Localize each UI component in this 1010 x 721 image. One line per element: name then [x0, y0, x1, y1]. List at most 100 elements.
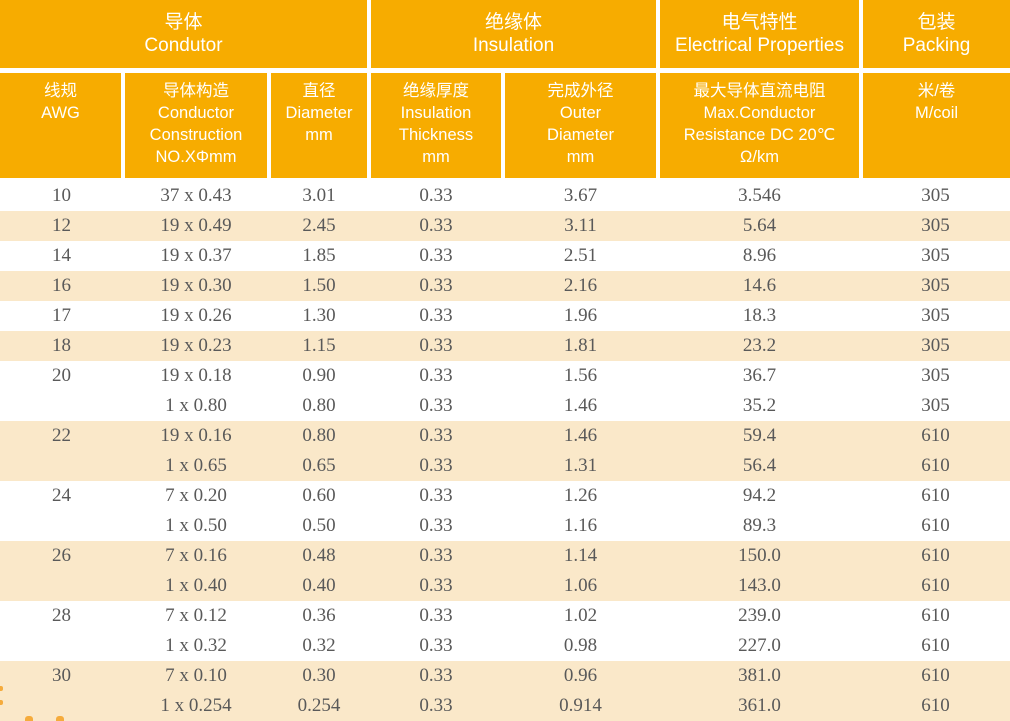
cell-resistance: 35.2: [742, 395, 777, 416]
cell-thickness: 0.33: [419, 275, 453, 296]
cell-outer: 3.11: [564, 215, 597, 236]
cell-outer: 0.98: [563, 635, 598, 656]
cell-diameter: 0.60: [302, 485, 336, 506]
cell-construction: 1 x 0.80: [165, 395, 227, 416]
cell-coil: 610: [921, 485, 950, 506]
column-header-coil: 米/卷 M/coil: [863, 73, 1010, 178]
table-row: 16 19 x 0.30 1.50 0.33 2.16 14.6 305: [0, 271, 1010, 301]
cell-diameter: 0.254: [297, 695, 341, 716]
cell-construction: 19 x 0.30: [160, 275, 232, 296]
header-group-label: Insulation: [472, 35, 555, 56]
cell-resistance: 8.96: [742, 245, 777, 266]
cell-construction: 7 x 0.12: [165, 605, 227, 626]
cell-construction: 19 x 0.49: [160, 215, 232, 236]
cell-resistance: 18.3: [742, 305, 777, 326]
header-group-label: Packing: [902, 35, 971, 56]
cell-resistance: 23.2: [742, 335, 777, 356]
cell-construction: 1 x 0.32: [165, 635, 227, 656]
column-header-line: 完成外径: [547, 82, 614, 100]
cell-awg: 22: [52, 425, 71, 446]
cell-coil: 305: [921, 335, 950, 356]
table-row: 1 x 0.80 0.80 0.33 1.46 35.2 305: [0, 391, 1010, 421]
table-row: 28 7 x 0.12 0.36 0.33 1.02 239.0 610: [0, 601, 1010, 631]
cell-coil: 610: [921, 425, 950, 446]
cell-construction: 19 x 0.23: [160, 335, 232, 356]
table-row: 20 19 x 0.18 0.90 0.33 1.56 36.7 305: [0, 361, 1010, 391]
cell-awg: 12: [52, 215, 71, 236]
table-row: 24 7 x 0.20 0.60 0.33 1.26 94.2 610: [0, 481, 1010, 511]
cell-diameter: 2.45: [302, 215, 336, 236]
cell-construction: 7 x 0.10: [165, 665, 227, 686]
table-row: 1 x 0.254 0.254 0.33 0.914 361.0 610: [0, 691, 1010, 721]
cell-resistance: 239.0: [738, 605, 781, 626]
edge-dash-icon: [0, 686, 3, 691]
cell-awg: 10: [52, 185, 71, 206]
cell-resistance: 59.4: [742, 425, 777, 446]
cell-outer: 1.81: [563, 335, 598, 356]
cell-thickness: 0.33: [419, 335, 453, 356]
cell-outer: 1.31: [563, 455, 598, 476]
cell-awg: 28: [52, 605, 71, 626]
column-header-line: 直径: [302, 82, 336, 100]
column-header-line: 线规: [44, 82, 77, 100]
cell-resistance: 14.6: [742, 275, 777, 296]
cell-diameter: 0.48: [302, 545, 336, 566]
column-header-line: Max.Conductor: [703, 104, 816, 122]
cell-awg: 18: [52, 335, 71, 356]
column-header-line: 米/卷: [917, 82, 956, 100]
header-group-label: 绝缘体: [484, 12, 542, 33]
cell-coil: 610: [921, 635, 950, 656]
cell-diameter: 0.50: [302, 515, 336, 536]
cell-construction: 19 x 0.26: [160, 305, 232, 326]
cell-awg: 26: [52, 545, 71, 566]
cell-awg: 24: [52, 485, 71, 506]
header-group-label: 电气特性: [721, 12, 798, 33]
cell-thickness: 0.33: [419, 245, 453, 266]
cell-outer: 0.914: [559, 695, 602, 716]
cell-coil: 610: [921, 575, 950, 596]
cell-coil: 305: [921, 185, 950, 206]
column-header-line: Resistance DC 20℃: [683, 126, 836, 144]
cell-coil: 610: [921, 695, 950, 716]
cell-thickness: 0.33: [419, 695, 453, 716]
edge-dash-icon: [0, 700, 3, 705]
column-header-outer: 完成外径 Outer Diameter mm: [505, 73, 656, 178]
cell-resistance: 3.546: [738, 185, 781, 206]
cell-diameter: 0.90: [302, 365, 336, 386]
cell-coil: 610: [921, 515, 950, 536]
cell-outer: 1.16: [563, 515, 598, 536]
column-header-line: 最大导体直流电阻: [693, 82, 826, 100]
cell-thickness: 0.33: [419, 455, 453, 476]
column-header-construction: 导体构造 Conductor Construction NO.XΦmm: [125, 73, 267, 178]
cell-outer: 2.51: [563, 245, 598, 266]
cell-outer: 1.06: [563, 575, 598, 596]
table-row: 30 7 x 0.10 0.30 0.33 0.96 381.0 610: [0, 661, 1010, 691]
column-header-line: mm: [422, 148, 450, 166]
table-row: 14 19 x 0.37 1.85 0.33 2.51 8.96 305: [0, 241, 1010, 271]
cell-thickness: 0.33: [419, 545, 453, 566]
column-header-line: Construction: [149, 126, 243, 144]
cell-outer: 1.46: [563, 425, 598, 446]
table-row: 1 x 0.40 0.40 0.33 1.06 143.0 610: [0, 571, 1010, 601]
cell-thickness: 0.33: [419, 485, 453, 506]
cell-diameter: 3.01: [302, 185, 336, 206]
cell-thickness: 0.33: [419, 185, 453, 206]
column-header-line: mm: [305, 126, 333, 144]
table-row: 1 x 0.32 0.32 0.33 0.98 227.0 610: [0, 631, 1010, 661]
column-header-line: mm: [566, 148, 595, 166]
table-body: 10 37 x 0.43 3.01 0.33 3.67 3.546 305 12 19 x 0.…: [0, 181, 1010, 721]
cell-thickness: 0.33: [419, 395, 453, 416]
header-group-3: 包装 Packing: [863, 0, 1010, 68]
decorative-dot-icon: [56, 716, 64, 721]
decorative-dot-icon: [25, 716, 33, 721]
cell-construction: 1 x 0.50: [165, 515, 227, 536]
header-group-1: 绝缘体 Insulation: [371, 0, 656, 68]
cell-construction: 7 x 0.20: [165, 485, 227, 506]
cell-awg: 30: [52, 665, 71, 686]
column-header-line: AWG: [41, 104, 80, 122]
column-header-line: Ω/km: [740, 148, 779, 166]
cell-awg: 16: [52, 275, 71, 296]
cell-coil: 305: [921, 245, 950, 266]
cell-diameter: 1.15: [302, 335, 336, 356]
cell-diameter: 1.30: [302, 305, 336, 326]
